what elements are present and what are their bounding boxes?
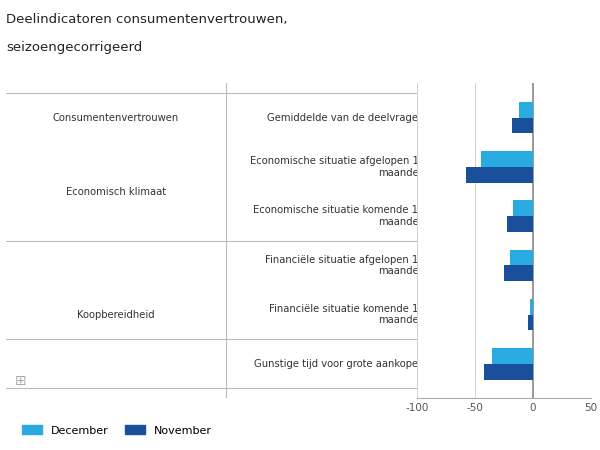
Bar [529,315,533,330]
Text: Consumentenvertrouwen: Consumentenvertrouwen [53,112,179,123]
Bar [466,167,533,183]
Text: Economische situatie afgelopen 12
maanden: Economische situatie afgelopen 12 maande… [250,156,425,178]
Legend: December, November: December, November [17,421,217,440]
Text: Economisch klimaat: Economisch klimaat [66,187,166,197]
Bar [510,250,533,266]
Bar [481,151,533,167]
Text: Financiële situatie afgelopen 12
maanden: Financiële situatie afgelopen 12 maanden [265,255,425,276]
Text: Gunstige tijd voor grote aankopen: Gunstige tijd voor grote aankopen [254,359,425,369]
Bar [513,200,533,216]
Bar [484,364,533,379]
Text: seizoengecorrigeerd: seizoengecorrigeerd [6,40,142,54]
Bar [504,266,533,281]
Text: ⊞: ⊞ [14,374,26,388]
Text: Economische situatie komende 12
maanden: Economische situatie komende 12 maanden [253,205,425,227]
Text: Financiële situatie komende 12
maanden: Financiële situatie komende 12 maanden [269,304,425,325]
Bar [512,118,533,134]
Bar [519,102,533,118]
Text: Deelindicatoren consumentenvertrouwen,: Deelindicatoren consumentenvertrouwen, [6,14,287,27]
Text: Gemiddelde van de deelvragen: Gemiddelde van de deelvragen [268,112,425,123]
Bar [508,216,533,232]
Bar [493,348,533,364]
Bar [530,299,533,315]
Text: Koopbereidheid: Koopbereidheid [77,310,155,320]
